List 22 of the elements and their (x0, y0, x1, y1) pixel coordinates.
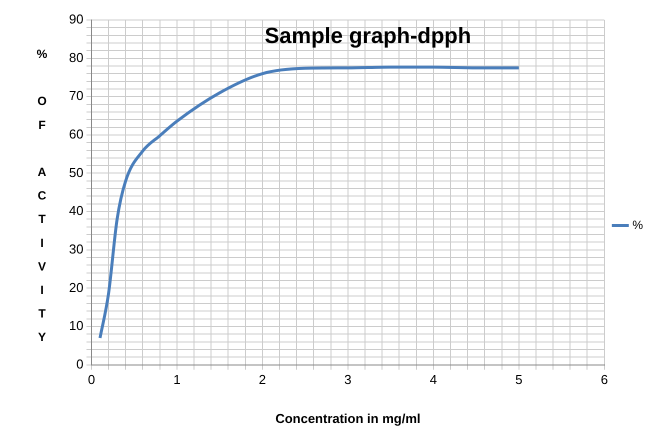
x-tick-label: 1 (173, 372, 181, 388)
chart-title: Sample graph-dpph (264, 23, 472, 48)
x-axis-title: Concentration in mg/ml (275, 410, 420, 426)
y-tick-label: 90 (68, 12, 84, 27)
y-tick-label: 30 (68, 241, 84, 256)
x-tick-label: 3 (344, 372, 352, 388)
y-tick-label: 20 (68, 280, 84, 295)
y-tick-label: 40 (68, 203, 84, 218)
y-tick-label: 80 (68, 50, 84, 65)
y-axis-title: % OF ACTIVITY (34, 47, 50, 354)
y-tick-label: 50 (68, 164, 84, 180)
y-tick-label: 10 (68, 318, 84, 334)
line-series (98, 66, 520, 340)
x-tick-label: 2 (258, 372, 266, 388)
y-tick-label: 60 (68, 126, 84, 142)
x-tick-label: 6 (600, 372, 608, 388)
legend-label: % (632, 218, 644, 232)
x-tick-label: 5 (515, 372, 522, 388)
y-tick-label: 0 (76, 356, 84, 372)
x-tick-label: 0 (88, 372, 96, 388)
y-tick-label: 70 (68, 88, 84, 104)
x-tick-label: 4 (430, 372, 437, 388)
